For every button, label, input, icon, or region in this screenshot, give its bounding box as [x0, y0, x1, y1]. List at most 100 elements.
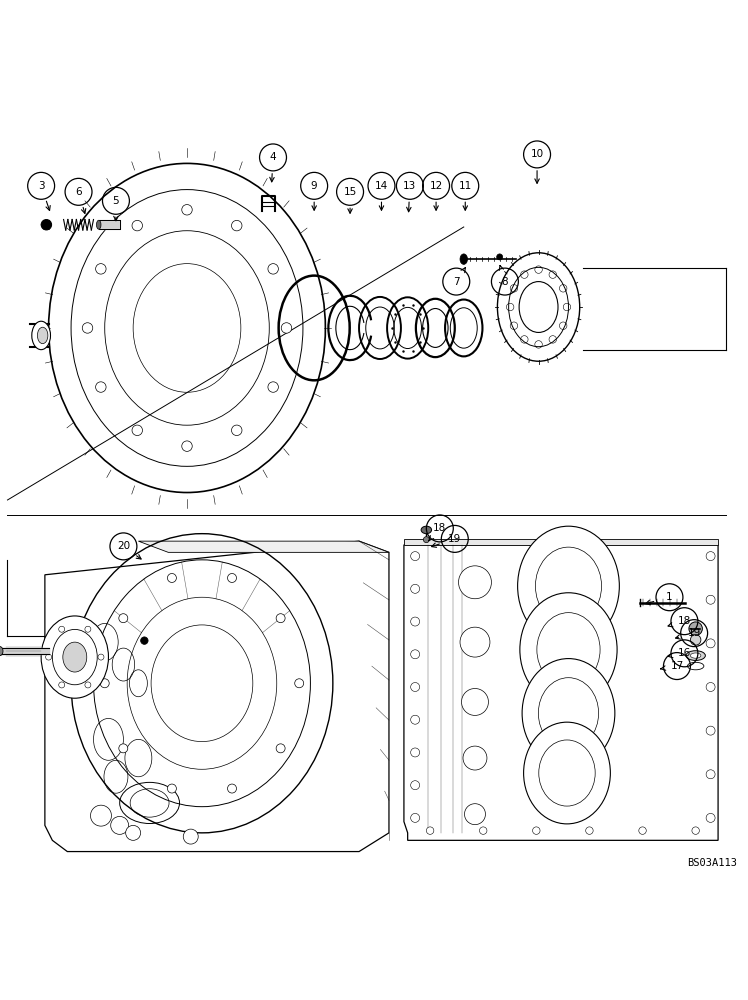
Circle shape [111, 816, 129, 834]
Circle shape [411, 715, 420, 724]
Circle shape [96, 264, 106, 274]
Ellipse shape [37, 327, 48, 344]
Text: 19: 19 [687, 628, 701, 638]
Text: 8: 8 [502, 277, 508, 287]
Circle shape [479, 827, 487, 834]
Circle shape [119, 744, 128, 753]
Circle shape [533, 827, 540, 834]
Ellipse shape [421, 526, 432, 534]
Circle shape [639, 827, 646, 834]
Circle shape [141, 637, 148, 644]
Circle shape [706, 552, 715, 561]
Text: 16: 16 [678, 648, 691, 658]
Polygon shape [138, 541, 389, 552]
Ellipse shape [31, 321, 50, 350]
Circle shape [268, 264, 278, 274]
Circle shape [82, 323, 93, 333]
Circle shape [706, 639, 715, 648]
Circle shape [276, 744, 285, 753]
Text: 15: 15 [343, 187, 357, 197]
Circle shape [281, 323, 292, 333]
Circle shape [465, 804, 485, 825]
Text: 18: 18 [433, 523, 447, 533]
Ellipse shape [63, 642, 87, 672]
Polygon shape [404, 539, 718, 545]
Circle shape [411, 552, 420, 561]
Ellipse shape [690, 653, 701, 658]
Circle shape [58, 682, 64, 688]
Ellipse shape [460, 254, 468, 264]
Circle shape [706, 813, 715, 822]
Text: 11: 11 [459, 181, 472, 191]
Text: 4: 4 [270, 152, 276, 162]
Text: 1: 1 [666, 592, 672, 602]
Ellipse shape [686, 651, 705, 660]
Circle shape [182, 205, 192, 215]
Text: 17: 17 [670, 661, 684, 671]
Ellipse shape [0, 647, 3, 656]
Circle shape [231, 425, 242, 436]
Circle shape [182, 441, 192, 451]
Circle shape [132, 220, 142, 231]
Circle shape [276, 614, 285, 623]
Circle shape [411, 584, 420, 593]
Circle shape [268, 382, 278, 392]
Circle shape [98, 654, 104, 660]
Circle shape [227, 784, 236, 793]
Circle shape [41, 220, 52, 230]
Text: 12: 12 [429, 181, 443, 191]
Polygon shape [45, 541, 389, 852]
Circle shape [460, 627, 490, 657]
Text: 18: 18 [678, 616, 691, 626]
Circle shape [183, 829, 198, 844]
Circle shape [463, 746, 487, 770]
Circle shape [706, 770, 715, 779]
Circle shape [168, 573, 177, 582]
Ellipse shape [41, 616, 108, 698]
Circle shape [689, 622, 702, 635]
Circle shape [46, 654, 52, 660]
Ellipse shape [687, 662, 704, 670]
Circle shape [706, 726, 715, 735]
Circle shape [227, 573, 236, 582]
Circle shape [692, 827, 699, 834]
Circle shape [459, 566, 491, 599]
Circle shape [132, 425, 142, 436]
Polygon shape [99, 220, 120, 229]
Circle shape [411, 748, 420, 757]
Text: 19: 19 [448, 534, 462, 544]
Polygon shape [404, 545, 718, 840]
Circle shape [423, 537, 429, 543]
Text: 20: 20 [117, 541, 130, 551]
Circle shape [119, 614, 128, 623]
Circle shape [96, 382, 106, 392]
Circle shape [411, 813, 420, 822]
Circle shape [295, 679, 304, 688]
Circle shape [126, 825, 141, 840]
Circle shape [411, 781, 420, 790]
Circle shape [690, 635, 701, 645]
Circle shape [168, 784, 177, 793]
Text: 10: 10 [530, 149, 544, 159]
Circle shape [497, 254, 503, 260]
Circle shape [411, 650, 420, 659]
Text: BS03A113: BS03A113 [687, 858, 737, 868]
Circle shape [411, 617, 420, 626]
Circle shape [426, 827, 434, 834]
Ellipse shape [522, 659, 615, 768]
Circle shape [586, 827, 593, 834]
Ellipse shape [524, 722, 610, 824]
Ellipse shape [520, 593, 617, 706]
Ellipse shape [96, 220, 101, 229]
Circle shape [411, 683, 420, 691]
Text: 5: 5 [113, 196, 119, 206]
Circle shape [706, 595, 715, 604]
Circle shape [706, 683, 715, 691]
Ellipse shape [52, 629, 97, 685]
Circle shape [100, 679, 109, 688]
Polygon shape [0, 648, 49, 654]
Text: 3: 3 [38, 181, 44, 191]
Circle shape [59, 626, 65, 632]
Circle shape [462, 688, 488, 715]
Text: 14: 14 [375, 181, 388, 191]
